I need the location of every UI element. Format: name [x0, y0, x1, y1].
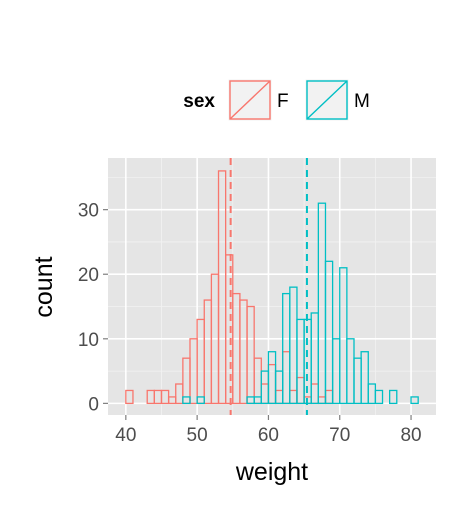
legend-key-slash	[229, 80, 271, 120]
minor-grid	[108, 158, 436, 415]
bar-M	[339, 267, 348, 405]
y-axis-title: count	[30, 256, 58, 317]
bar-M	[182, 396, 191, 405]
legend-title: sex	[183, 91, 215, 112]
bar-M	[389, 389, 398, 405]
legend-key-swatch	[306, 80, 348, 120]
x-tick-label: 40	[115, 425, 136, 446]
bar-M	[196, 396, 205, 405]
x-tick-label: 50	[187, 425, 208, 446]
legend: sex F M	[183, 78, 370, 122]
bar-M	[324, 260, 334, 405]
y-tick-label: 20	[78, 265, 99, 286]
legend-key-swatch	[229, 80, 271, 120]
x-tick-label: 80	[400, 425, 421, 446]
x-axis-title: weight	[235, 458, 308, 486]
legend-label-F: F	[277, 91, 289, 112]
axes: 40 50 60 70 80 0 10 20 30	[78, 201, 422, 446]
bar-M	[374, 389, 384, 405]
bar-F	[125, 389, 134, 405]
mean-lines	[229, 158, 308, 415]
y-tick-label: 30	[78, 201, 99, 222]
y-tick-label: 10	[78, 330, 99, 351]
x-tick-label: 60	[258, 425, 279, 446]
plot-panel	[108, 158, 436, 415]
y-tick-label: 0	[88, 394, 99, 415]
legend-label-M: M	[354, 91, 370, 112]
bar-M	[360, 351, 369, 405]
legend-key-F: F	[227, 78, 289, 122]
bar-M	[410, 396, 419, 405]
x-tick-label: 70	[329, 425, 350, 446]
histogram-bars	[125, 170, 419, 405]
legend-key-slash	[306, 80, 348, 120]
legend-key-M: M	[304, 78, 370, 122]
